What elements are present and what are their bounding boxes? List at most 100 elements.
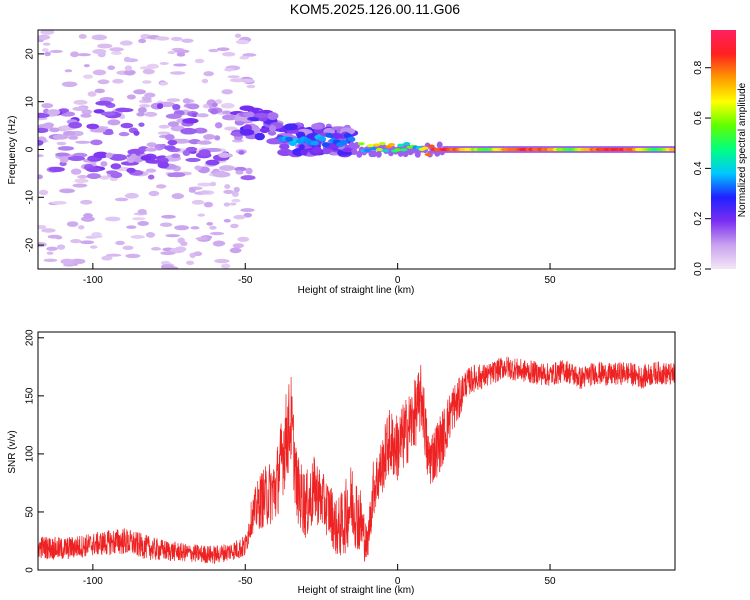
y-tick-label: -10 — [25, 190, 36, 205]
heatmap-cell — [123, 56, 131, 63]
heatmap-cell — [394, 148, 402, 152]
heatmap-cell — [363, 148, 371, 153]
heatmap-cell — [80, 199, 93, 205]
heatmap-cell — [119, 40, 133, 46]
heatmap-cell — [145, 231, 156, 238]
heatmap-cell — [266, 112, 279, 120]
heatmap-cell — [201, 78, 209, 84]
heatmap-cell — [138, 122, 145, 127]
heatmap-cell — [180, 241, 188, 247]
heatmap-cell — [83, 74, 94, 79]
colorbar-tick-label: 0.0 — [693, 262, 704, 276]
heatmap-cell — [70, 51, 80, 58]
heatmap-cell — [245, 167, 253, 175]
heatmap-cell — [221, 89, 233, 95]
heatmap-cell — [38, 139, 44, 146]
heatmap-cell — [190, 226, 200, 230]
heatmap-cell — [174, 49, 190, 54]
heatmap-cell — [229, 78, 246, 83]
heatmap-cell — [78, 34, 87, 39]
heatmap-cell — [137, 107, 147, 114]
heatmap-cell — [109, 47, 124, 52]
heatmap-cell — [115, 107, 130, 113]
heatmap-cell — [142, 96, 152, 102]
heatmap-cell — [42, 42, 51, 46]
heatmap-cell — [397, 149, 404, 157]
heatmap-cell — [137, 208, 147, 215]
heatmap-cell — [212, 240, 226, 247]
heatmap-cell — [369, 147, 377, 151]
heatmap-cell — [193, 127, 208, 134]
heatmap-cell — [196, 140, 212, 145]
heatmap-cell — [80, 113, 92, 118]
heatmap-cell — [51, 200, 67, 205]
heatmap-cell — [95, 100, 112, 106]
heatmap-cell — [159, 81, 169, 86]
heatmap-cell — [185, 157, 201, 162]
heatmap-cell — [92, 49, 107, 55]
heatmap-cell — [61, 81, 78, 88]
heatmap-cell — [41, 48, 49, 52]
heatmap-cell — [107, 65, 116, 71]
y-tick-label: 0 — [25, 146, 36, 152]
heatmap-cell — [165, 234, 180, 238]
heatmap-cell — [115, 240, 125, 246]
heatmap-cell — [223, 189, 234, 194]
heatmap-cell — [388, 142, 396, 147]
heatmap-cell — [150, 247, 162, 251]
heatmap-cell — [38, 189, 49, 196]
heatmap-cell — [191, 199, 205, 205]
heatmap-cell — [246, 111, 254, 118]
heatmap-cell — [357, 142, 365, 146]
heatmap-cell — [63, 130, 76, 136]
heatmap-cell — [161, 214, 176, 219]
heatmap-cell — [668, 147, 675, 152]
heatmap-cell — [400, 148, 408, 152]
heatmap-cell — [378, 142, 386, 146]
heatmap-cell — [99, 175, 110, 180]
heatmap-cell — [147, 174, 155, 180]
heatmap-cell — [47, 234, 62, 239]
heatmap-cell — [43, 258, 58, 263]
snr-panel: -100 -50 0 50 0 50 100 150 200 Height of straig… — [7, 329, 676, 596]
heatmap-cell — [94, 88, 106, 94]
heatmap-cell — [46, 251, 54, 255]
heatmap-cell — [285, 136, 294, 142]
heatmap-cell — [209, 181, 217, 187]
heatmap-cell — [402, 150, 409, 158]
y-tick-label: 0 — [25, 567, 36, 573]
heatmap-cell — [243, 212, 253, 218]
heatmap-cell — [235, 170, 244, 175]
heatmap-cell — [229, 202, 237, 206]
heatmap-cell — [83, 213, 93, 219]
heatmap-cell — [67, 155, 86, 162]
x-tick-label: 0 — [395, 576, 401, 587]
heatmap-cell — [229, 247, 242, 254]
heatmap-cell — [254, 132, 265, 141]
heatmap-cell — [194, 165, 202, 171]
colorbar-tick-label: 0.2 — [693, 211, 704, 225]
heatmap-cell — [144, 111, 158, 117]
heatmap-cell — [155, 36, 170, 41]
heatmap-cell — [209, 231, 225, 236]
heatmap-cell — [231, 198, 241, 203]
heatmap-cell — [38, 127, 49, 133]
heatmap-cell — [38, 174, 44, 180]
heatmap-cell — [159, 61, 169, 66]
x-tick-label: -50 — [238, 275, 253, 286]
heatmap-cell — [185, 260, 195, 266]
heatmap-cell — [126, 167, 136, 173]
heatmap-cell — [216, 47, 230, 52]
heatmap-cell — [126, 157, 134, 163]
heatmap-cell — [300, 148, 308, 156]
heatmap-cell — [106, 170, 118, 175]
heatmap-cell — [109, 153, 128, 161]
heatmap-cell — [75, 140, 91, 144]
heatmap-cell — [81, 109, 93, 115]
heatmap-cell — [49, 127, 60, 133]
heatmap-cell — [64, 69, 73, 73]
heatmap-cell — [348, 141, 355, 149]
heatmap-cell — [38, 224, 47, 230]
heatmap-cell — [68, 121, 83, 129]
heatmap-cell — [80, 216, 95, 222]
